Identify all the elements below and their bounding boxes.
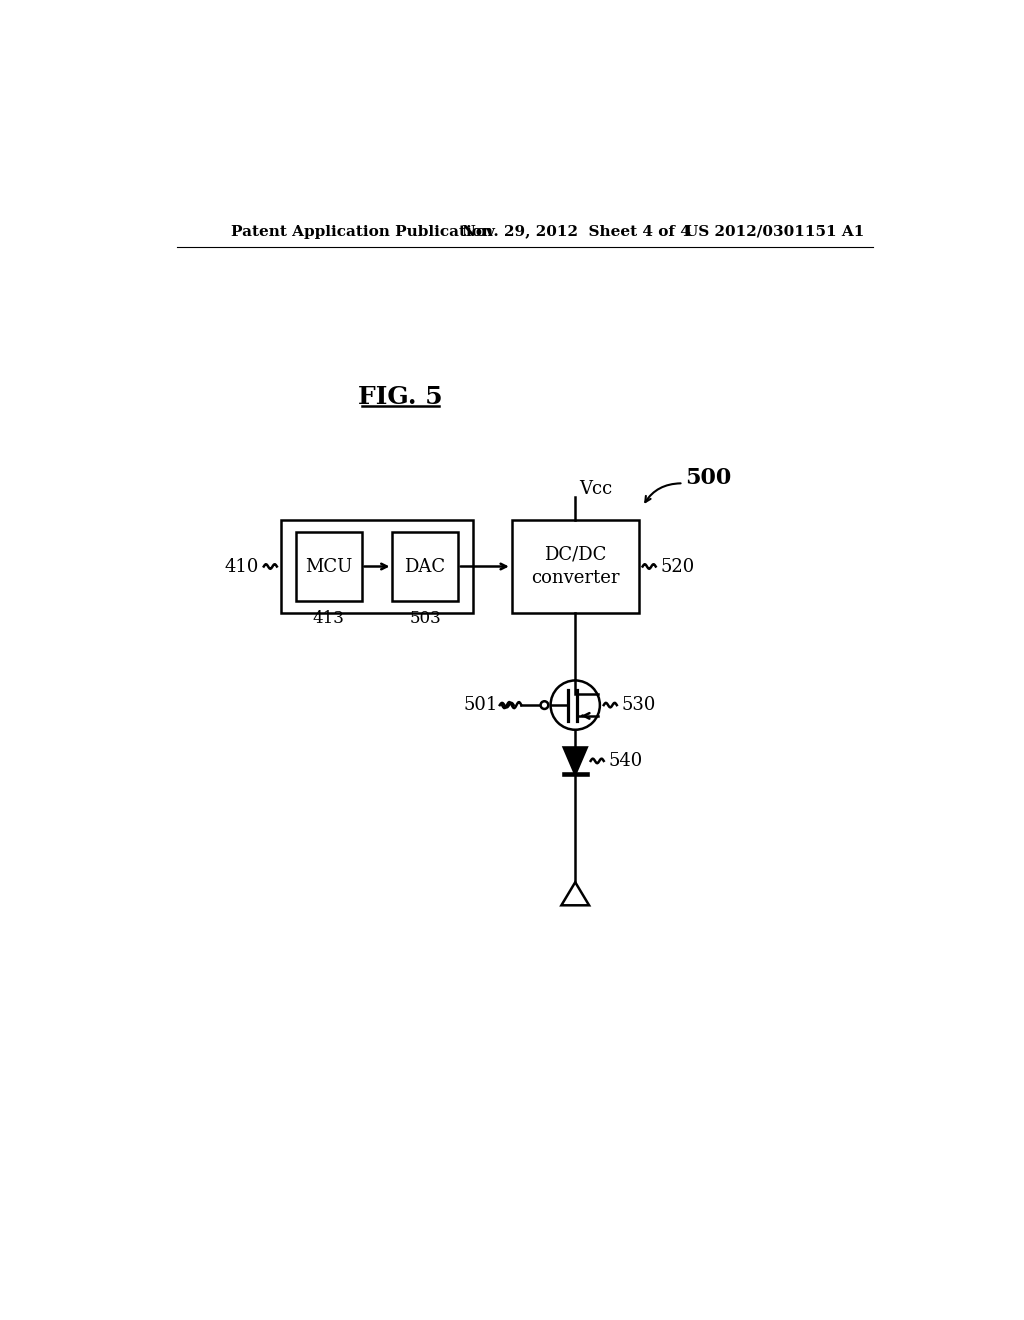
Bar <box>281 520 473 612</box>
Circle shape <box>551 681 600 730</box>
Circle shape <box>541 701 548 709</box>
Text: 413: 413 <box>313 610 345 627</box>
Polygon shape <box>563 747 587 775</box>
Text: Vcc: Vcc <box>580 480 612 499</box>
Bar <box>392 532 458 601</box>
Text: MCU: MCU <box>305 557 352 576</box>
Bar <box>512 520 639 612</box>
Text: 530: 530 <box>622 696 655 714</box>
Text: US 2012/0301151 A1: US 2012/0301151 A1 <box>685 224 864 239</box>
Polygon shape <box>561 882 589 906</box>
Text: 540: 540 <box>608 752 643 770</box>
Text: 503: 503 <box>410 610 441 627</box>
Text: DC/DC
converter: DC/DC converter <box>531 545 620 587</box>
Text: FIG. 5: FIG. 5 <box>357 385 442 409</box>
Text: 520: 520 <box>660 557 694 576</box>
Text: Patent Application Publication: Patent Application Publication <box>230 224 493 239</box>
Text: 500: 500 <box>685 467 731 488</box>
Text: Nov. 29, 2012  Sheet 4 of 4: Nov. 29, 2012 Sheet 4 of 4 <box>462 224 690 239</box>
Text: 410: 410 <box>225 557 259 576</box>
Bar <box>296 532 361 601</box>
Text: 501: 501 <box>464 696 499 714</box>
Text: DAC: DAC <box>404 557 445 576</box>
